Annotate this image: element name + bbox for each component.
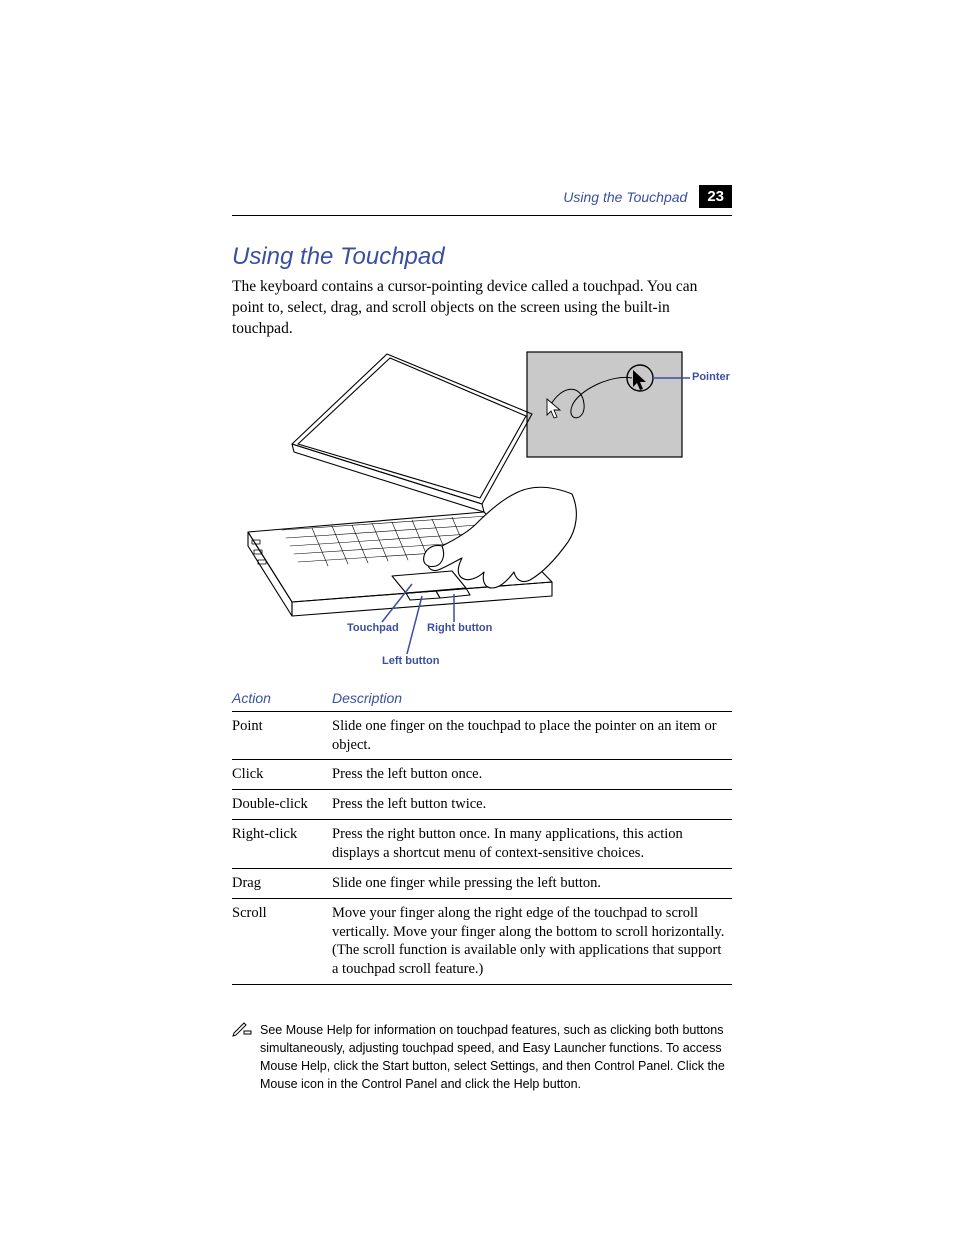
- actions-table: Action Description Point Slide one finge…: [232, 686, 732, 985]
- cell-action: Point: [232, 711, 332, 760]
- note-block: See Mouse Help for information on touchp…: [232, 1021, 732, 1094]
- running-header-title: Using the Touchpad: [563, 189, 687, 205]
- touchpad-figure: Pointer Touchpad Right button Left butto…: [232, 344, 732, 664]
- figure-label-pointer: Pointer: [692, 371, 730, 383]
- intro-paragraph: The keyboard contains a cursor-pointing …: [232, 277, 732, 340]
- table-row: Double-click Press the left button twice…: [232, 790, 732, 820]
- th-action: Action: [232, 686, 332, 712]
- cell-desc: Press the right button once. In many app…: [332, 820, 732, 869]
- figure-label-touchpad: Touchpad: [347, 622, 399, 634]
- running-header: Using the Touchpad 23: [563, 185, 732, 208]
- cell-desc: Slide one finger on the touchpad to plac…: [332, 711, 732, 760]
- th-description: Description: [332, 686, 732, 712]
- cell-action: Double-click: [232, 790, 332, 820]
- cell-action: Click: [232, 760, 332, 790]
- section-heading: Using the Touchpad: [232, 243, 732, 271]
- pencil-icon: [232, 1021, 252, 1094]
- table-row: Click Press the left button once.: [232, 760, 732, 790]
- note-text: See Mouse Help for information on touchp…: [260, 1021, 732, 1094]
- figure-svg: [232, 344, 732, 664]
- figure-label-leftbutton: Left button: [382, 655, 439, 667]
- cell-desc: Move your finger along the right edge of…: [332, 898, 732, 984]
- table-row: Right-click Press the right button once.…: [232, 820, 732, 869]
- table-row: Drag Slide one finger while pressing the…: [232, 868, 732, 898]
- cell-desc: Press the left button twice.: [332, 790, 732, 820]
- content-column: Using the Touchpad 23 Using the Touchpad…: [232, 185, 732, 1094]
- page: Using the Touchpad 23 Using the Touchpad…: [0, 0, 954, 1235]
- cell-action: Drag: [232, 868, 332, 898]
- page-number-box: 23: [699, 185, 732, 208]
- cell-desc: Press the left button once.: [332, 760, 732, 790]
- cell-desc: Slide one finger while pressing the left…: [332, 868, 732, 898]
- cell-action: Scroll: [232, 898, 332, 984]
- figure-label-rightbutton: Right button: [427, 622, 492, 634]
- header-rule: [232, 215, 732, 216]
- table-row: Point Slide one finger on the touchpad t…: [232, 711, 732, 760]
- table-row: Scroll Move your finger along the right …: [232, 898, 732, 984]
- cell-action: Right-click: [232, 820, 332, 869]
